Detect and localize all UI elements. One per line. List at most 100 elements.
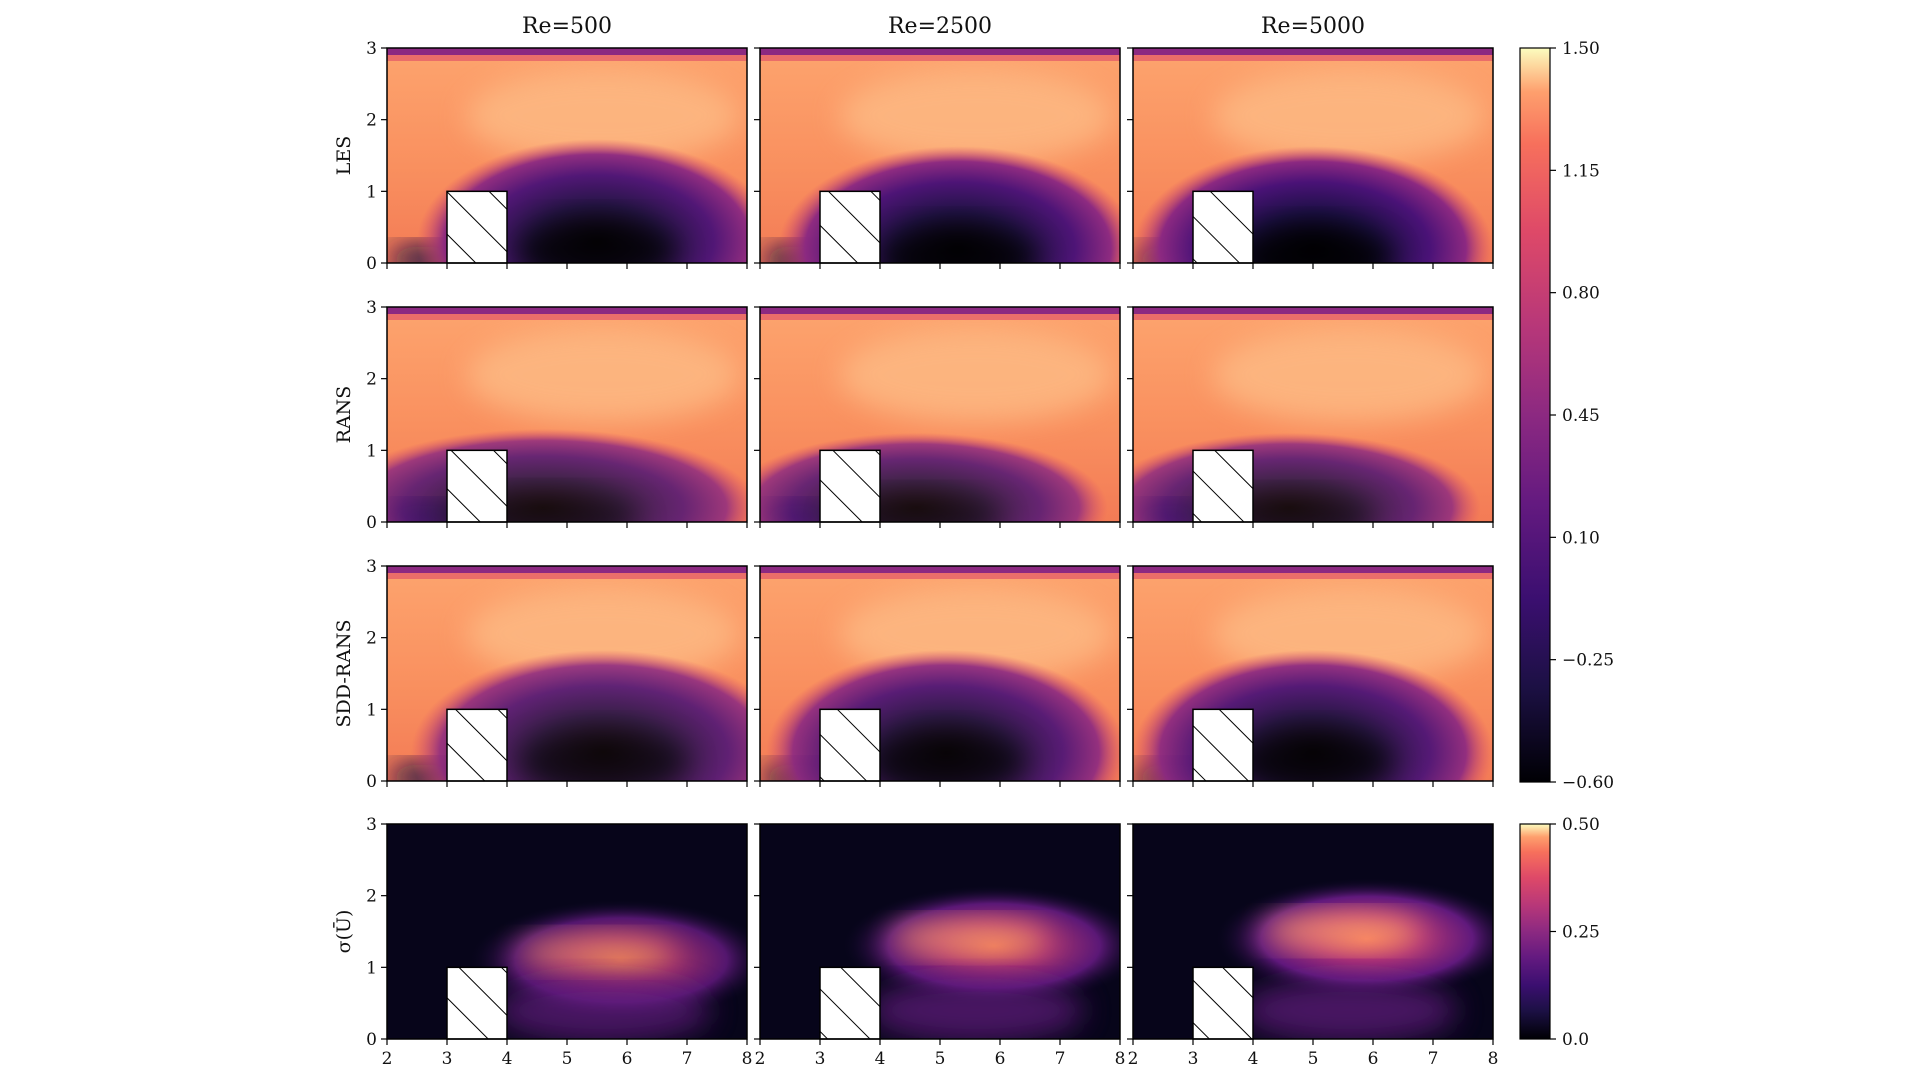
colorbar-mean: 1.50 1.15 0.80 0.45 0.10 −0.25 −0.60: [1519, 39, 1614, 793]
panel-0-1: [754, 47, 1121, 269]
top-wall-layer-outer: [1133, 573, 1493, 579]
obstacle-block: [446, 966, 508, 1040]
x-tick-label: 4: [1248, 1049, 1259, 1069]
x-tick-label: 6: [995, 1049, 1006, 1069]
y-tick-label: 0: [366, 1030, 377, 1050]
x-tick-label: 2: [382, 1049, 393, 1069]
x-tick-label: 5: [1308, 1049, 1319, 1069]
top-wall-layer: [760, 48, 1120, 55]
top-wall-layer-outer: [760, 55, 1120, 61]
colorbar-tick-label: 1.15: [1562, 161, 1600, 181]
top-wall-layer: [1133, 566, 1493, 573]
row-label: LES: [333, 136, 355, 176]
x-tick-label: 8: [1488, 1049, 1499, 1069]
top-wall-layer-outer: [387, 314, 747, 320]
x-tick-label: 8: [742, 1049, 753, 1069]
panel-1-2: [1127, 306, 1494, 528]
top-wall-layer: [760, 566, 1120, 573]
figure-labels: Re=500 Re=2500 Re=5000 LES RANS SDD-RANS σ(Ū): [332, 14, 1365, 953]
colorbar-tick-label: 0.25: [1562, 923, 1600, 943]
x-tick-label: 7: [682, 1049, 693, 1069]
acceleration-region: [466, 327, 740, 423]
panel-3-1: 2 3 4 5 6 7 8: [754, 823, 1125, 1069]
panel-3-0: 0 1 2 3 2 3 4 5 6 7 8: [366, 815, 753, 1069]
wake-variance: [495, 978, 711, 1039]
acceleration-region: [466, 68, 740, 164]
y-tick-label: 0: [366, 772, 377, 792]
colorbar-std: 0.50 0.25 0.0: [1519, 815, 1600, 1050]
row-label: RANS: [333, 386, 355, 444]
x-tick-label: 7: [1428, 1049, 1439, 1069]
y-tick-label: 2: [366, 629, 377, 649]
x-tick-label: 4: [875, 1049, 886, 1069]
wake-variance: [1241, 978, 1457, 1039]
column-title: Re=2500: [888, 14, 992, 39]
panel-1-0: 0 1 2 3: [366, 298, 748, 533]
panel-1-1: [754, 306, 1121, 528]
top-wall-layer: [387, 48, 747, 55]
y-tick-label: 1: [366, 958, 377, 978]
wake-core: [1232, 729, 1394, 781]
colorbar-tick-label: 0.0: [1562, 1030, 1589, 1050]
colorbar-tick-label: 0.80: [1562, 284, 1600, 304]
y-tick-label: 2: [366, 111, 377, 131]
wake-variance: [868, 978, 1084, 1039]
x-tick-label: 5: [562, 1049, 573, 1069]
y-tick-label: 1: [366, 182, 377, 202]
acceleration-region: [1212, 68, 1486, 164]
colorbar-gradient: [1519, 47, 1551, 783]
obstacle-block: [1192, 708, 1254, 782]
wake-core: [865, 729, 1027, 781]
obstacle-block: [819, 449, 881, 523]
top-wall-layer-outer: [1133, 55, 1493, 61]
x-tick-label: 2: [1128, 1049, 1139, 1069]
variance-peak: [1263, 913, 1423, 948]
variance-peak: [517, 934, 677, 970]
wake-core: [877, 226, 1039, 263]
colorbars: 1.501.150.800.450.10−0.25−0.600.500.250.…: [1519, 39, 1614, 1050]
x-tick-label: 4: [502, 1049, 513, 1069]
colorbar-tick-label: 0.45: [1562, 406, 1600, 426]
colorbar-tick-label: 0.50: [1562, 815, 1600, 835]
x-tick-label: 2: [755, 1049, 766, 1069]
top-wall-layer-outer: [387, 573, 747, 579]
acceleration-region: [839, 327, 1113, 423]
y-tick-label: 2: [366, 370, 377, 390]
acceleration-region: [1212, 327, 1486, 423]
variance-peak: [890, 920, 1050, 956]
x-tick-label: 3: [815, 1049, 826, 1069]
colorbar-tick-label: 1.50: [1562, 39, 1600, 59]
x-tick-label: 3: [1188, 1049, 1199, 1069]
x-tick-label: 7: [1055, 1049, 1066, 1069]
obstacle-block: [446, 190, 508, 264]
wake-core: [1232, 226, 1394, 263]
colorbar-tick-label: −0.25: [1562, 651, 1614, 671]
top-wall-layer-outer: [760, 314, 1120, 320]
column-title: Re=5000: [1261, 14, 1365, 39]
acceleration-region: [839, 68, 1113, 164]
panel-2-0: 0 1 2 3: [366, 557, 748, 792]
wake-core: [516, 729, 690, 781]
top-wall-layer: [760, 307, 1120, 314]
x-tick-label: 3: [442, 1049, 453, 1069]
top-wall-layer-outer: [760, 573, 1120, 579]
top-wall-layer: [387, 307, 747, 314]
x-tick-label: 5: [935, 1049, 946, 1069]
obstacle-block: [1192, 190, 1254, 264]
top-wall-layer-outer: [1133, 314, 1493, 320]
x-tick-label: 6: [1368, 1049, 1379, 1069]
y-tick-label: 0: [366, 513, 377, 533]
obstacle-block: [819, 190, 881, 264]
colorbar-tick-label: −0.60: [1562, 773, 1614, 793]
top-wall-layer: [387, 566, 747, 573]
y-tick-label: 1: [366, 700, 377, 720]
obstacle-block: [1192, 966, 1254, 1040]
colorbar-tick-label: 0.10: [1562, 528, 1600, 548]
y-tick-label: 1: [366, 441, 377, 461]
panel-2-1: [754, 565, 1121, 787]
obstacle-block: [1192, 449, 1254, 523]
top-wall-layer: [1133, 48, 1493, 55]
panel-3-2: 2 3 4 5 6 7 8: [1127, 823, 1499, 1069]
y-tick-label: 3: [366, 557, 377, 577]
